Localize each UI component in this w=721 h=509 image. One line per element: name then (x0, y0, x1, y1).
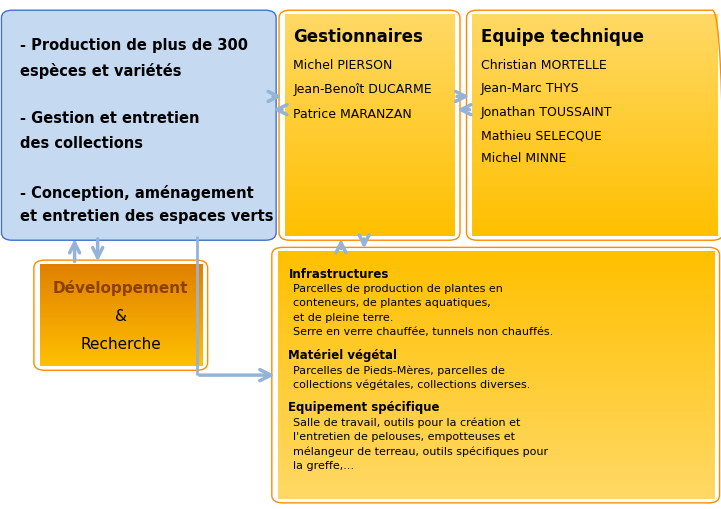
Text: Jonathan TOUSSAINT: Jonathan TOUSSAINT (481, 105, 612, 118)
Text: Parcelles de Pieds-Mères, parcelles de: Parcelles de Pieds-Mères, parcelles de (293, 364, 505, 375)
Text: et de pleine terre.: et de pleine terre. (293, 312, 394, 322)
Text: Développement: Développement (53, 279, 188, 296)
Text: Gestionnaires: Gestionnaires (293, 28, 423, 46)
FancyBboxPatch shape (1, 11, 276, 241)
Text: - Gestion et entretien: - Gestion et entretien (20, 111, 200, 126)
Text: Patrice MARANZAN: Patrice MARANZAN (293, 107, 412, 120)
Text: l'entretien de pelouses, empotteuses et: l'entretien de pelouses, empotteuses et (293, 431, 516, 441)
Text: la greffe,...: la greffe,... (293, 460, 355, 470)
Text: Mathieu SELECQUE: Mathieu SELECQUE (481, 129, 601, 142)
Text: espèces et variétés: espèces et variétés (20, 63, 182, 78)
Text: mélangeur de terreau, outils spécifiques pour: mélangeur de terreau, outils spécifiques… (293, 445, 549, 456)
Text: collections végétales, collections diverses.: collections végétales, collections diver… (293, 379, 531, 389)
Text: Parcelles de production de plantes en: Parcelles de production de plantes en (293, 284, 503, 294)
Text: Equipement spécifique: Equipement spécifique (288, 401, 440, 413)
Text: Serre en verre chauffée, tunnels non chauffés.: Serre en verre chauffée, tunnels non cha… (293, 326, 554, 336)
Text: &: & (115, 308, 127, 323)
Text: Michel PIERSON: Michel PIERSON (293, 59, 393, 71)
Text: Infrastructures: Infrastructures (288, 267, 389, 280)
Text: et entretien des espaces verts: et entretien des espaces verts (20, 209, 274, 223)
Text: Jean-Marc THYS: Jean-Marc THYS (481, 82, 580, 95)
Text: conteneurs, de plantes aquatiques,: conteneurs, de plantes aquatiques, (293, 298, 491, 308)
Text: des collections: des collections (20, 135, 143, 151)
Text: Michel MINNE: Michel MINNE (481, 152, 566, 165)
Text: Matériel végétal: Matériel végétal (288, 348, 397, 361)
Text: - Conception, aménagement: - Conception, aménagement (20, 184, 254, 200)
Text: Recherche: Recherche (81, 336, 161, 351)
Text: Christian MORTELLE: Christian MORTELLE (481, 59, 606, 71)
Text: Jean-Benoît DUCARME: Jean-Benoît DUCARME (293, 83, 432, 96)
Text: Equipe technique: Equipe technique (481, 28, 644, 46)
Text: - Production de plus de 300: - Production de plus de 300 (20, 38, 248, 53)
Text: Salle de travail, outils pour la création et: Salle de travail, outils pour la créatio… (293, 417, 521, 428)
